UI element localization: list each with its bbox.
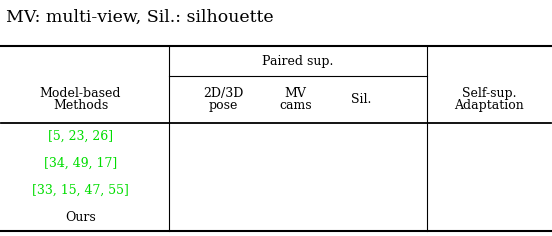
- Text: Methods: Methods: [53, 99, 108, 112]
- Text: [5, 23, 26]: [5, 23, 26]: [48, 130, 113, 143]
- Text: Self-sup.: Self-sup.: [462, 87, 516, 100]
- Text: ✓: ✓: [222, 155, 226, 172]
- Text: ✓: ✓: [222, 128, 226, 145]
- Text: MV: MV: [284, 87, 306, 100]
- Text: [33, 15, 47, 55]: [33, 15, 47, 55]: [32, 184, 129, 197]
- Text: 2D/3D: 2D/3D: [204, 87, 244, 100]
- Text: Ours: Ours: [65, 211, 96, 224]
- Text: Paired sup.: Paired sup.: [262, 55, 334, 68]
- Text: ✗: ✗: [487, 182, 491, 198]
- Text: Sil.: Sil.: [351, 93, 371, 106]
- Text: ✗: ✗: [487, 128, 491, 145]
- Text: MV: multi-view, Sil.: silhouette: MV: multi-view, Sil.: silhouette: [6, 9, 274, 26]
- Text: cams: cams: [279, 99, 311, 112]
- Text: ✗: ✗: [293, 209, 298, 226]
- Text: ✓: ✓: [222, 182, 226, 198]
- Text: Model-based: Model-based: [40, 87, 121, 100]
- Text: Adaptation: Adaptation: [454, 99, 524, 112]
- Text: ✗: ✗: [222, 209, 226, 226]
- Text: ✓: ✓: [487, 209, 491, 226]
- Text: ✗: ✗: [293, 128, 298, 145]
- Text: pose: pose: [209, 99, 238, 112]
- Text: ✗: ✗: [359, 128, 363, 145]
- Text: ✓: ✓: [359, 182, 363, 198]
- Text: ✓: ✓: [359, 209, 363, 226]
- Text: ✗: ✗: [359, 155, 363, 172]
- Text: ✗: ✗: [293, 182, 298, 198]
- Text: [34, 49, 17]: [34, 49, 17]: [44, 157, 117, 170]
- Text: ✗: ✗: [487, 155, 491, 172]
- Text: ✓: ✓: [293, 155, 298, 172]
